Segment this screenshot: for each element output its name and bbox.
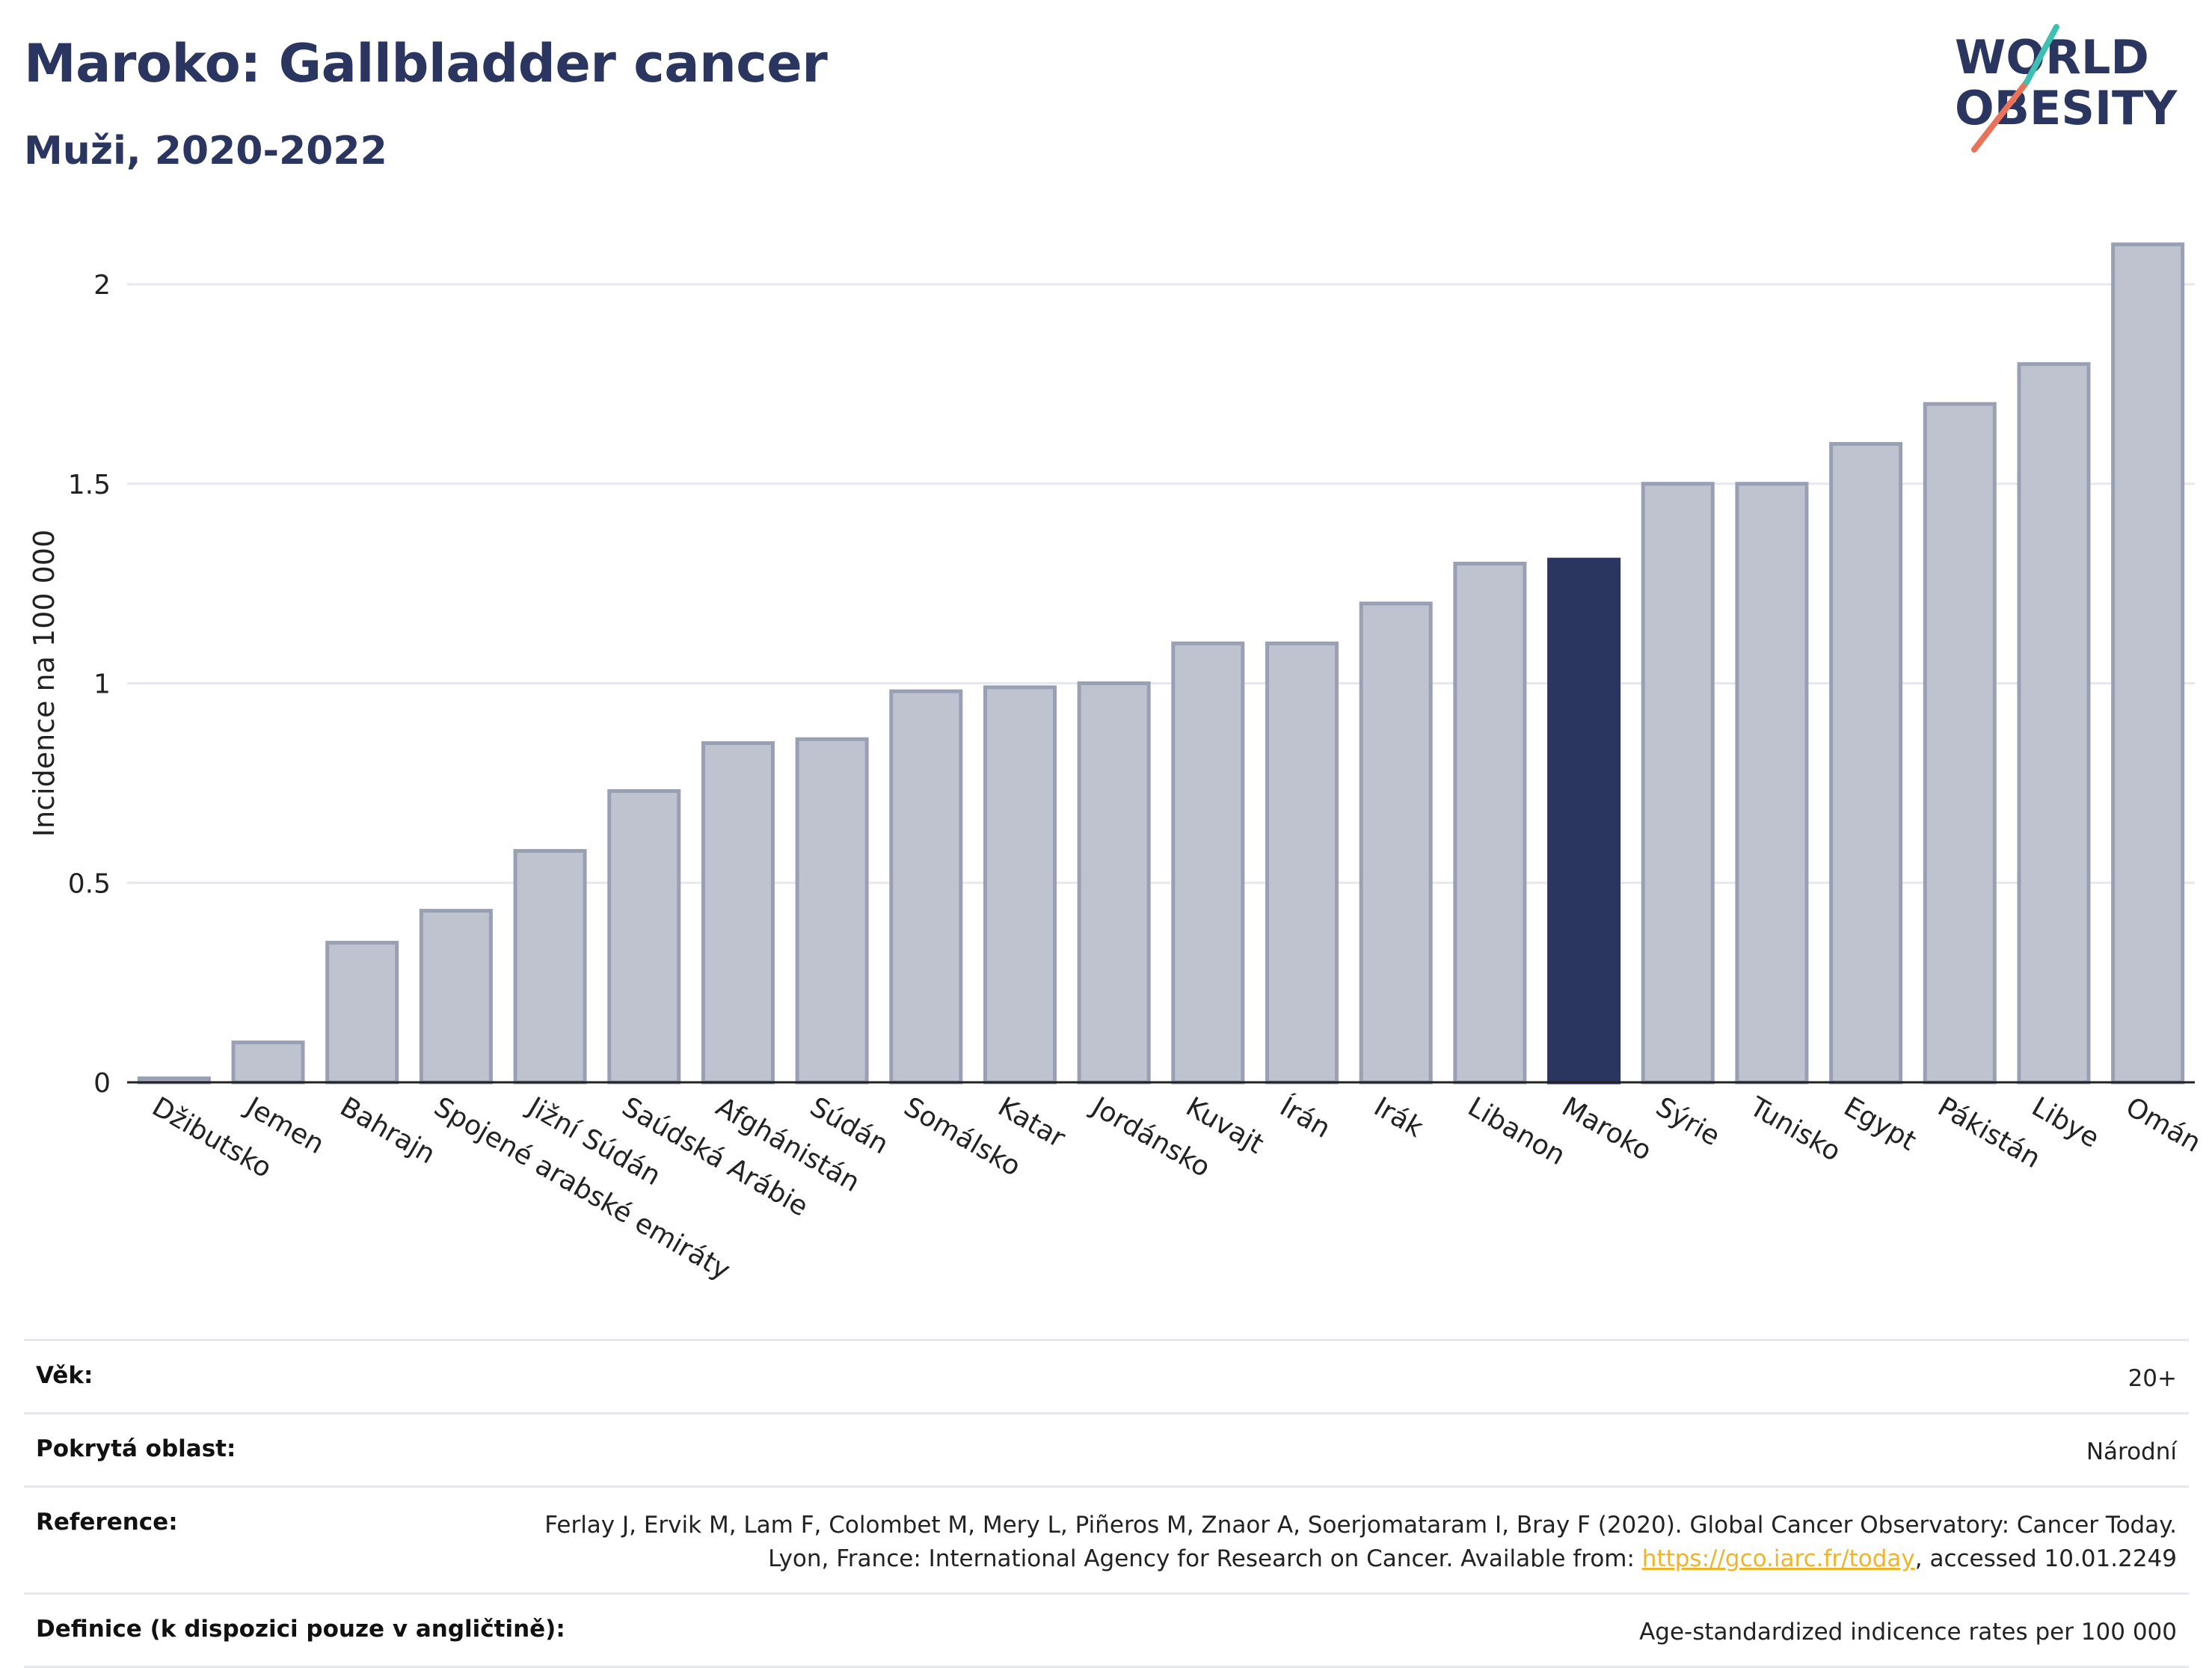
world-obesity-logo: WORLD OBESITY [1955,24,2178,153]
info-value: Národní [2086,1438,2177,1465]
bar-15 [1547,557,1621,1085]
bar-19 [1923,402,1997,1085]
bar-11 [1171,641,1245,1085]
x-tick-label: Libanon [1463,1091,1570,1171]
info-value: Ferlay J, Ervik M, Lam F, Colombet M, Me… [532,1509,2177,1576]
info-row-reference: Reference: Ferlay J, Ervik M, Lam F, Col… [24,1485,2189,1592]
bar-10 [1077,681,1151,1085]
x-tick-label: Maroko [1557,1091,1657,1167]
info-label: Reference: [36,1508,178,1536]
bar-17 [1735,482,1809,1085]
reference-text: Ferlay J, Ervik M, Lam F, Colombet M, Me… [544,1511,2177,1572]
y-tick-label: 1 [93,669,111,700]
y-tick-label: 0.5 [68,868,111,899]
y-tick-label: 2 [93,270,111,301]
x-tick-label: Omán [2121,1091,2206,1159]
info-value: 20+ [2127,1365,2177,1392]
info-label: Definice (k dispozici pouze v angličtině… [36,1615,565,1643]
bar-14 [1453,561,1527,1085]
bar-1 [231,1040,305,1085]
bars [137,242,2185,1085]
info-row-coverage: Pokrytá oblast: Národní [24,1411,2189,1485]
info-row-definition: Definice (k dispozici pouze v angličtině… [24,1592,2189,1668]
bar-8 [889,689,963,1085]
x-tick-label: Pákistán [1932,1091,2045,1174]
bar-6 [701,741,775,1085]
bar-4 [513,849,587,1085]
x-tick-label: Írán [1275,1091,1336,1144]
bar-3 [419,909,493,1085]
chart-subtitle: Muži, 2020-2022 [24,129,387,174]
info-label: Věk: [36,1362,93,1389]
y-tick-label: 0 [93,1068,111,1099]
x-tick-label: Bahrajn [335,1091,440,1170]
y-axis-ticks: 0 0.5 1 1.5 2 [68,270,111,1099]
info-table: Věk: 20+ Pokrytá oblast: Národní Referen… [24,1339,2189,1668]
bar-16 [1641,482,1715,1085]
info-row-age: Věk: 20+ [24,1339,2189,1412]
bar-13 [1359,601,1433,1085]
x-tick-label: Irák [1368,1091,1428,1144]
bar-2 [325,940,399,1085]
x-tick-label: Tunisko [1744,1091,1846,1168]
chart-title: Maroko: Gallbladder cancer [24,33,828,94]
info-value: Age-standardized indicence rates per 100… [1639,1618,2177,1646]
reference-accessed: , accessed 10.01.2249 [1914,1545,2177,1572]
y-tick-label: 1.5 [68,470,111,500]
x-tick-label: Sýrie [1650,1091,1724,1152]
bar-21 [2111,242,2185,1085]
reference-link[interactable]: https://gco.iarc.fr/today [1641,1545,1915,1572]
bar-20 [2017,362,2091,1085]
x-tick-label: Egypt [1839,1091,1921,1156]
bar-18 [1829,441,1903,1085]
bar-12 [1265,641,1339,1085]
bar-5 [607,789,681,1085]
info-label: Pokrytá oblast: [36,1435,236,1462]
y-axis-title: Incidence na 100 000 [28,530,61,837]
bar-7 [795,737,869,1085]
bar-9 [983,685,1057,1085]
